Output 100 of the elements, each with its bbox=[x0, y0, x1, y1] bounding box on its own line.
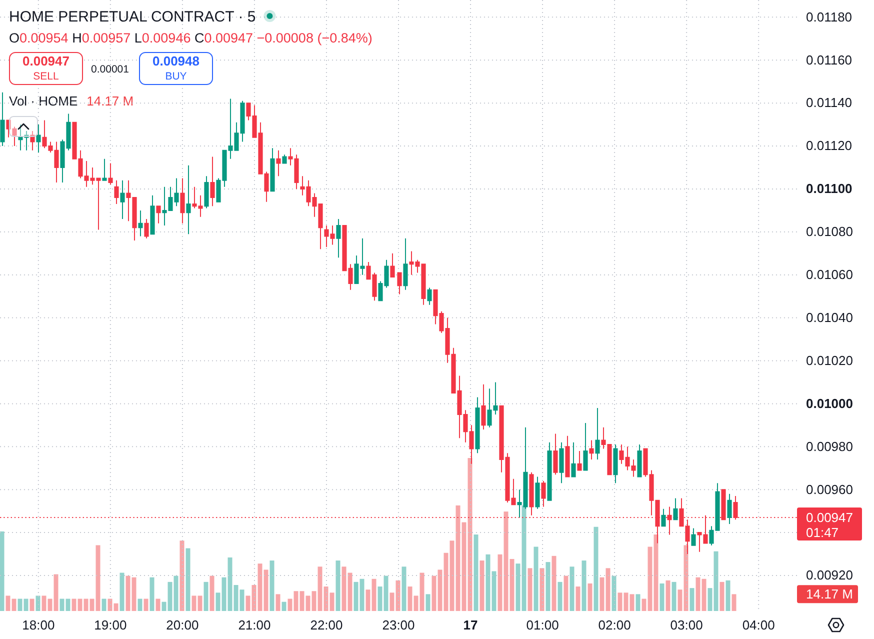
bar bbox=[210, 576, 214, 611]
candlestick bbox=[180, 178, 185, 224]
x-tick-label: 17 bbox=[463, 618, 478, 633]
bar bbox=[120, 572, 124, 611]
x-tick-label: 04:00 bbox=[742, 618, 775, 633]
x-tick-label: 03:00 bbox=[670, 618, 703, 633]
candlestick bbox=[583, 422, 588, 471]
bar bbox=[426, 594, 430, 611]
candlestick bbox=[559, 442, 564, 484]
candlestick bbox=[529, 472, 534, 516]
annotation: SELL bbox=[33, 70, 60, 83]
candlestick bbox=[475, 396, 480, 454]
text: 14.17 M bbox=[806, 586, 853, 602]
bar bbox=[528, 568, 532, 611]
candlestick bbox=[673, 498, 678, 520]
candlestick bbox=[727, 493, 732, 524]
candlestick bbox=[36, 124, 41, 153]
bar bbox=[150, 577, 154, 611]
bar bbox=[270, 560, 274, 611]
bar bbox=[636, 594, 640, 611]
y-tick-label: 0.01180 bbox=[806, 9, 852, 24]
text: Vol · HOME bbox=[9, 94, 78, 109]
bar bbox=[594, 526, 598, 611]
candlestick bbox=[553, 433, 558, 476]
text: HOME PERPETUAL CONTRACT · 5 bbox=[9, 8, 256, 26]
bar bbox=[582, 560, 586, 611]
x-tick-label: 01:00 bbox=[526, 618, 559, 633]
candlestick bbox=[535, 476, 540, 510]
annotation: 0.00001 bbox=[91, 64, 130, 76]
annotation: BUY bbox=[165, 70, 187, 83]
y-tick-label: 0.01100 bbox=[806, 181, 852, 196]
candlestick bbox=[204, 176, 209, 209]
bar bbox=[156, 598, 160, 611]
bar bbox=[282, 602, 286, 611]
x-tick-label: 23:00 bbox=[382, 618, 415, 633]
x-tick-label: 19:00 bbox=[94, 618, 127, 633]
candlestick bbox=[661, 508, 666, 527]
candlestick bbox=[150, 194, 155, 235]
bar bbox=[672, 582, 676, 611]
y-tick-label: 0.01080 bbox=[806, 224, 853, 240]
text: 01:47 bbox=[806, 525, 839, 540]
candlestick bbox=[144, 218, 149, 239]
annotation: 14.17 M bbox=[86, 94, 134, 109]
annotation: 0.00948 bbox=[152, 54, 200, 69]
bar bbox=[180, 540, 184, 611]
y-tick-label: 0.00980 bbox=[806, 438, 853, 454]
y-tick-label: 0.00960 bbox=[806, 482, 853, 497]
candlestick bbox=[403, 238, 408, 290]
x-tick-label: 18:00 bbox=[22, 618, 55, 633]
y-tick-label: 0.01000 bbox=[806, 396, 853, 411]
candlestick bbox=[547, 442, 552, 501]
bar bbox=[558, 582, 562, 611]
bar bbox=[660, 583, 664, 611]
bar bbox=[204, 582, 208, 611]
y-tick-label: 0.01120 bbox=[806, 138, 852, 154]
bar bbox=[336, 560, 340, 611]
y-tick-label: 0.01020 bbox=[806, 352, 853, 368]
candlestick bbox=[282, 154, 287, 164]
candlestick bbox=[481, 384, 486, 430]
candlestick bbox=[138, 210, 143, 237]
candlestick bbox=[613, 444, 618, 484]
candlestick bbox=[595, 408, 600, 460]
annotation: O0.00954 H0.00957 L0.00946 C0.00947 −0.00008 (−0.84%) bbox=[9, 30, 372, 46]
bar bbox=[732, 594, 736, 611]
candlestick bbox=[397, 272, 402, 295]
y-tick-label: 0.00920 bbox=[806, 568, 853, 583]
bar bbox=[690, 588, 694, 611]
candlestick bbox=[336, 218, 341, 258]
bar bbox=[102, 598, 106, 611]
candlestick bbox=[270, 148, 275, 192]
bar bbox=[588, 583, 592, 611]
bar bbox=[186, 548, 190, 611]
bar bbox=[474, 534, 478, 611]
bar bbox=[276, 594, 280, 611]
candlestick bbox=[691, 528, 696, 546]
bar bbox=[564, 576, 568, 611]
y-tick-label: 0.01160 bbox=[806, 52, 852, 68]
candlestick bbox=[186, 164, 191, 235]
y-tick-label: 0.01060 bbox=[806, 267, 853, 282]
bar bbox=[666, 580, 670, 611]
candlestick bbox=[120, 180, 125, 220]
bar bbox=[612, 576, 616, 611]
x-tick-label: 21:00 bbox=[238, 618, 271, 633]
candlestick bbox=[276, 150, 281, 177]
x-tick-label: 20:00 bbox=[166, 618, 199, 633]
candlestick bbox=[390, 252, 395, 278]
ref-line-label: 0.00947 bbox=[806, 510, 853, 526]
bar bbox=[534, 546, 538, 611]
y-tick-label: 0.01140 bbox=[806, 95, 852, 110]
bar bbox=[726, 580, 730, 611]
bar bbox=[402, 566, 406, 611]
candlestick bbox=[541, 480, 546, 508]
bar bbox=[144, 598, 148, 611]
y-tick-label: 0.01040 bbox=[806, 310, 853, 325]
bar bbox=[540, 568, 544, 611]
candlestick bbox=[102, 158, 107, 181]
candlestick bbox=[210, 156, 215, 207]
candlestick bbox=[156, 206, 161, 224]
bar bbox=[36, 596, 40, 611]
annotation: 0.00947 bbox=[22, 54, 70, 69]
